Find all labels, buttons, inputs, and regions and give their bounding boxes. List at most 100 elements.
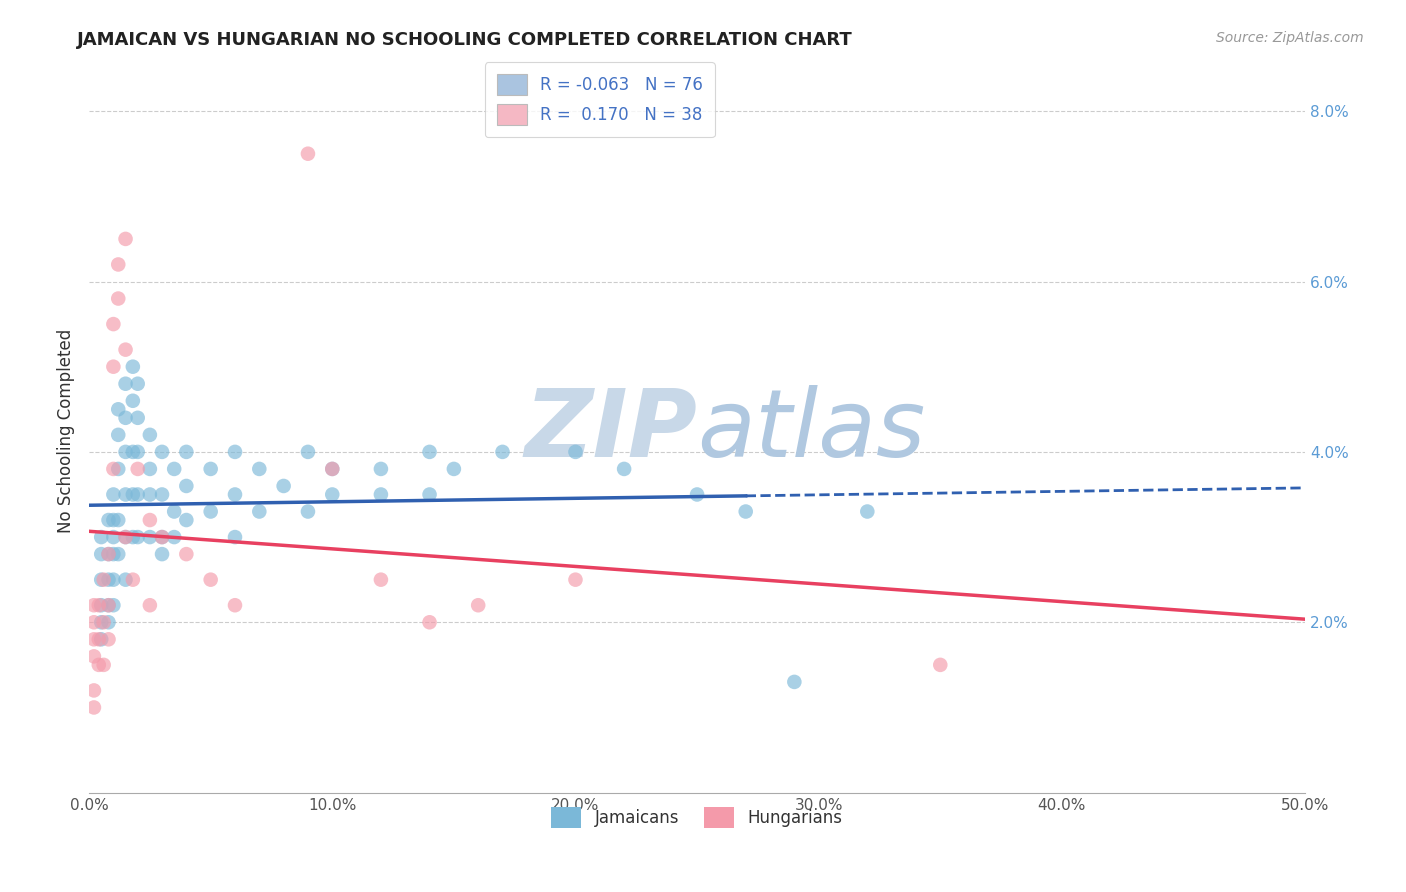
Point xyxy=(97,599,120,613)
Point xyxy=(297,445,319,459)
Point xyxy=(163,462,186,476)
Point xyxy=(107,292,129,306)
Point xyxy=(200,504,222,518)
Point xyxy=(370,487,392,501)
Point xyxy=(114,530,136,544)
Point xyxy=(103,462,125,476)
Point xyxy=(224,530,246,544)
Point xyxy=(97,573,120,587)
Point xyxy=(564,573,586,587)
Point xyxy=(564,445,586,459)
Point xyxy=(297,504,319,518)
Point xyxy=(87,599,110,613)
Point xyxy=(107,547,129,561)
Point xyxy=(224,487,246,501)
Point xyxy=(103,530,125,544)
Point xyxy=(224,599,246,613)
Point xyxy=(97,632,120,647)
Point xyxy=(200,573,222,587)
Point xyxy=(856,504,879,518)
Point xyxy=(114,445,136,459)
Y-axis label: No Schooling Completed: No Schooling Completed xyxy=(58,328,75,533)
Text: JAMAICAN VS HUNGARIAN NO SCHOOLING COMPLETED CORRELATION CHART: JAMAICAN VS HUNGARIAN NO SCHOOLING COMPL… xyxy=(77,31,853,49)
Point xyxy=(783,674,806,689)
Point xyxy=(467,599,489,613)
Point xyxy=(127,410,149,425)
Point xyxy=(93,657,115,672)
Point xyxy=(97,547,120,561)
Point xyxy=(121,445,143,459)
Point xyxy=(83,599,105,613)
Point xyxy=(150,445,173,459)
Point xyxy=(150,547,173,561)
Point xyxy=(139,427,162,442)
Text: atlas: atlas xyxy=(697,385,925,476)
Point xyxy=(613,462,636,476)
Point xyxy=(127,376,149,391)
Point xyxy=(686,487,709,501)
Point xyxy=(247,462,270,476)
Point xyxy=(107,427,129,442)
Point xyxy=(87,632,110,647)
Point xyxy=(114,487,136,501)
Point xyxy=(321,462,343,476)
Point xyxy=(83,632,105,647)
Text: Source: ZipAtlas.com: Source: ZipAtlas.com xyxy=(1216,31,1364,45)
Point xyxy=(247,504,270,518)
Legend: Jamaicans, Hungarians: Jamaicans, Hungarians xyxy=(546,800,849,835)
Point xyxy=(90,573,112,587)
Point xyxy=(297,146,319,161)
Point xyxy=(321,462,343,476)
Point xyxy=(491,445,513,459)
Point xyxy=(114,530,136,544)
Point xyxy=(370,573,392,587)
Point xyxy=(103,573,125,587)
Point xyxy=(103,317,125,331)
Point xyxy=(121,359,143,374)
Point xyxy=(200,462,222,476)
Point xyxy=(90,530,112,544)
Point xyxy=(127,487,149,501)
Point xyxy=(224,445,246,459)
Point xyxy=(114,343,136,357)
Point xyxy=(121,393,143,408)
Point xyxy=(139,530,162,544)
Point xyxy=(139,487,162,501)
Point xyxy=(176,513,198,527)
Point xyxy=(103,547,125,561)
Point xyxy=(273,479,295,493)
Point xyxy=(97,615,120,630)
Point xyxy=(93,573,115,587)
Point xyxy=(127,445,149,459)
Point xyxy=(103,359,125,374)
Point xyxy=(114,376,136,391)
Point xyxy=(90,632,112,647)
Point xyxy=(443,462,465,476)
Point xyxy=(107,462,129,476)
Point xyxy=(83,649,105,664)
Point xyxy=(97,547,120,561)
Point xyxy=(87,657,110,672)
Point xyxy=(83,700,105,714)
Point xyxy=(419,487,441,501)
Point xyxy=(114,410,136,425)
Point xyxy=(83,615,105,630)
Point xyxy=(139,513,162,527)
Point xyxy=(150,487,173,501)
Point xyxy=(90,615,112,630)
Point xyxy=(734,504,756,518)
Point xyxy=(176,445,198,459)
Point xyxy=(97,513,120,527)
Point xyxy=(121,487,143,501)
Point xyxy=(321,487,343,501)
Point xyxy=(103,513,125,527)
Point xyxy=(163,504,186,518)
Text: ZIP: ZIP xyxy=(524,384,697,476)
Point xyxy=(107,257,129,271)
Point xyxy=(163,530,186,544)
Point xyxy=(150,530,173,544)
Point xyxy=(93,615,115,630)
Point xyxy=(83,683,105,698)
Point xyxy=(121,573,143,587)
Point xyxy=(176,479,198,493)
